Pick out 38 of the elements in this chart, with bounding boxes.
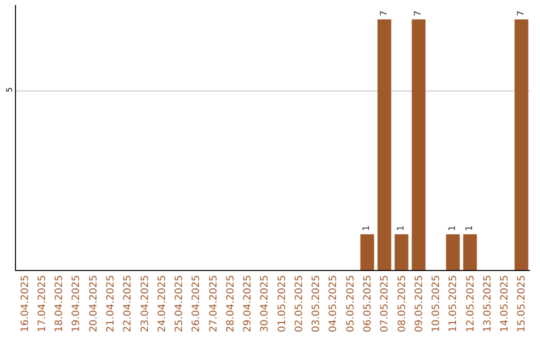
data-label: 1 <box>448 225 458 232</box>
data-label: 7 <box>516 10 526 16</box>
data-label: 1 <box>362 225 372 232</box>
x-tick-label: 14.05.2025 <box>500 275 511 332</box>
x-tick-label: 11.05.2025 <box>448 275 460 332</box>
x-tick-label: 22.04.2025 <box>122 275 134 332</box>
x-tick-label: 07.05.2025 <box>380 275 391 332</box>
data-label: 1 <box>465 225 476 232</box>
x-tick-label: 17.04.2025 <box>36 275 48 332</box>
x-tick-label: 06.05.2025 <box>362 275 374 332</box>
x-tick-label: 27.04.2025 <box>208 275 220 332</box>
x-tick-label: 15.05.2025 <box>516 275 528 332</box>
x-tick-label: 26.04.2025 <box>191 275 202 332</box>
x-tick-label: 18.04.2025 <box>54 275 66 332</box>
y-tick-label: 5 <box>4 87 14 92</box>
x-tick-label: 01.05.2025 <box>276 275 288 332</box>
data-label: 7 <box>414 10 424 16</box>
x-tick-label: 02.05.2025 <box>294 275 305 332</box>
x-tick-label: 03.05.2025 <box>311 275 322 332</box>
x-tick-label: 13.05.2025 <box>482 275 494 332</box>
x-tick-label: 23.04.2025 <box>140 275 151 332</box>
x-tick-label: 20.04.2025 <box>88 275 100 332</box>
x-tick-label: 30.04.2025 <box>260 275 271 332</box>
x-tick-label: 25.04.2025 <box>174 275 186 332</box>
x-tick-label: 16.04.2025 <box>20 275 31 332</box>
x-tick-label: 28.04.2025 <box>225 275 236 332</box>
x-tick-label: 09.05.2025 <box>414 275 425 332</box>
x-tick-label: 05.05.2025 <box>345 275 356 332</box>
x-tick-label: 04.05.2025 <box>328 275 340 332</box>
x-tick-label: 19.04.2025 <box>71 275 82 332</box>
x-tick-label: 10.05.2025 <box>431 275 442 332</box>
data-label: 1 <box>396 225 406 232</box>
x-tick-label: 12.05.2025 <box>465 275 476 332</box>
x-tick-label: 08.05.2025 <box>396 275 408 332</box>
x-tick-label: 29.04.2025 <box>242 275 254 332</box>
data-label: 7 <box>379 10 390 16</box>
x-tick-label: 24.04.2025 <box>156 275 168 332</box>
x-tick-label: 21.04.2025 <box>105 275 116 332</box>
